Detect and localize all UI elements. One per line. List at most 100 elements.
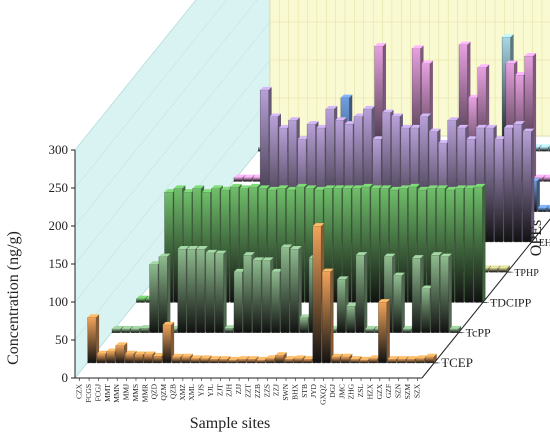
bar-TCEP-JYD [322, 269, 333, 363]
bar-front [172, 357, 180, 363]
y-tick-label: 0 [62, 370, 69, 385]
bar-front [450, 329, 458, 333]
x-tick-label: ZZS [262, 384, 271, 397]
bar-front [140, 328, 148, 333]
bar-TDCIPP-SZX [474, 184, 485, 303]
bar-front [262, 260, 270, 332]
bar-front [538, 208, 546, 212]
bar-front [431, 255, 439, 333]
bar-side [364, 252, 367, 333]
bar-front [422, 289, 430, 333]
bar-side [402, 273, 405, 333]
bar-side [224, 251, 227, 333]
bar-front [346, 306, 354, 333]
series-tick-label: TPHP [514, 268, 539, 279]
x-tick-label: ZSL [356, 384, 365, 398]
x-tick-label: QZD [150, 383, 159, 399]
x-tick-label: ZJH [225, 383, 234, 397]
bar-front [144, 355, 152, 363]
bar-front [281, 248, 289, 333]
bar-front [360, 360, 368, 363]
bar-front [125, 354, 133, 363]
bar-front [485, 128, 493, 242]
bar-front [225, 328, 233, 333]
bar-front [131, 329, 139, 333]
y-tick-label: 300 [49, 142, 69, 157]
bar-front [112, 329, 120, 333]
bar-front [116, 345, 124, 362]
bar-front [397, 359, 405, 363]
bar-front [290, 249, 298, 333]
x-tick-label: STB [300, 384, 309, 398]
bar-front [425, 357, 433, 363]
bar-front [498, 268, 506, 272]
bar-front [440, 257, 448, 333]
bar-front [465, 188, 473, 302]
bar-front [495, 139, 503, 242]
bar-front [200, 358, 208, 363]
x-tick-label: DGJ [328, 384, 337, 398]
bar-front [215, 254, 223, 333]
bar-side [387, 299, 390, 363]
x-tick-label: SZM [403, 384, 412, 400]
x-tick-label: FCGJ [93, 384, 102, 402]
x-tick-label: SZN [394, 383, 403, 398]
x-tick-label: ZZB [253, 384, 262, 398]
bar-front [504, 128, 512, 242]
bar-front [228, 360, 236, 363]
bar-TcPP-GXQZ [356, 252, 367, 333]
x-tick-label: GXQZ [319, 384, 328, 405]
bar-TcPP-ZSL [393, 273, 404, 333]
bar-TcPP-SZM [440, 254, 451, 333]
bar-front [393, 276, 401, 333]
x-tick-label: JYD [309, 383, 318, 397]
x-tick-label: GZF [384, 384, 393, 398]
x-tick-label: MMS [131, 384, 140, 402]
x-tick-label: MMR [140, 384, 149, 402]
bar-front [489, 268, 497, 272]
x-tick-label: FCGS [84, 384, 93, 403]
x-tick-label: HZX [365, 383, 374, 399]
x-tick-label: ZZT [244, 384, 253, 398]
x-tick-label: BHX [290, 383, 299, 399]
bar-front [234, 272, 242, 333]
bar-front [403, 329, 411, 333]
bar-front [247, 359, 255, 363]
x-tick-label: SZX [412, 383, 421, 398]
x-tick-label: QZM [159, 384, 168, 401]
bar-front [543, 178, 550, 182]
bar-front [294, 358, 302, 363]
bar-front [303, 359, 311, 363]
x-tick-label: ZJJ [234, 384, 243, 395]
bar-front [243, 255, 251, 333]
bar-TcPP-XMZ [215, 251, 226, 333]
y-axis-label: Concentration (ng/g) [5, 231, 22, 365]
series-tick-label: TDCIPP [490, 295, 532, 309]
bar-front [266, 358, 274, 363]
x-tick-label: CZX [75, 383, 84, 399]
bar-front [331, 357, 339, 363]
x-tick-label: QZB [168, 384, 177, 399]
y-tick-label: 250 [49, 180, 69, 195]
series-tick-label: TcPP [466, 326, 491, 340]
y-tick-label: 150 [49, 256, 69, 271]
bar-front [136, 299, 144, 303]
bar-front [106, 351, 114, 362]
series-tick-label: TCEP [441, 355, 473, 370]
x-axis-label: Sample sites [190, 415, 270, 432]
bar-front [219, 359, 227, 363]
bar-front [369, 358, 377, 363]
bar-front [365, 329, 373, 333]
bar-side [482, 184, 485, 303]
bar-front [271, 272, 279, 333]
bar-front [153, 356, 161, 363]
bar-front [234, 178, 242, 182]
x-tick-label: MMN [112, 383, 121, 402]
bar-front [356, 255, 364, 333]
bar-front [191, 358, 199, 363]
x-tick-label: XML [187, 384, 196, 401]
bar-front [313, 226, 321, 363]
x-tick-label: SWN [281, 383, 290, 400]
